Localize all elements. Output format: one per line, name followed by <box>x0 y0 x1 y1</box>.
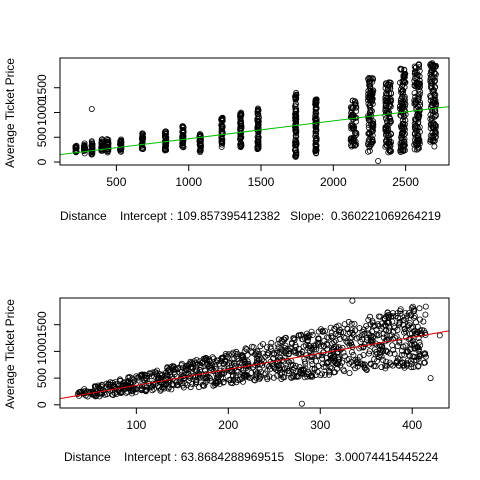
chart-1-points <box>73 61 439 164</box>
chart-2-x-tick-label: 300 <box>310 418 330 432</box>
chart-2-point <box>269 340 274 345</box>
chart-2-x-tick-label: 400 <box>402 418 422 432</box>
chart-1-x-axis: 500 1000 1500 2000 2500 <box>106 165 419 189</box>
chart-2-point <box>350 298 355 303</box>
chart-2-x-tick-label: 100 <box>126 418 146 432</box>
chart-2-point <box>423 312 428 317</box>
chart-2-point <box>413 320 418 325</box>
chart-1-y-tick-label: 1000 <box>35 99 49 126</box>
chart-1-caption: Distance Intercept : 109.857395412382 Sl… <box>60 209 441 223</box>
chart-1-point <box>366 149 371 154</box>
chart-1-x-tick-label: 2000 <box>320 175 347 189</box>
chart-1-point <box>432 144 437 149</box>
chart-2-caption: Distance Intercept : 63.8684288969515 Sl… <box>64 450 439 464</box>
chart-2-y-axis-title: Average Ticket Price <box>3 299 17 409</box>
chart-1: 500 1000 1500 2000 2500 050010001500 Average… <box>3 58 449 223</box>
chart-1-y-tick-label: 500 <box>35 127 49 147</box>
chart-2-point <box>150 388 155 393</box>
chart-1-x-tick-label: 2500 <box>392 175 419 189</box>
chart-2-point <box>417 306 422 311</box>
chart-1-y-tick-label: 0 <box>35 158 49 165</box>
chart-2-y-axis: 0 500 10001500 <box>35 311 60 408</box>
chart-2-point <box>390 343 395 348</box>
chart-2-point <box>347 371 352 376</box>
chart-2-y-tick-label: 1000 <box>35 338 49 365</box>
chart-1-point <box>376 158 381 163</box>
chart-1-x-tick-label: 1000 <box>175 175 202 189</box>
chart-1-x-tick-label: 1500 <box>248 175 275 189</box>
chart-2-x-axis: 100 200 300 400 <box>126 408 422 432</box>
chart-1-point <box>89 106 94 111</box>
chart-1-x-tick-label: 500 <box>106 175 126 189</box>
chart-2-y-tick-label: 500 <box>35 368 49 388</box>
chart-2: 100 200 300 400 0 500 10001500 Average Ticket… <box>3 298 449 464</box>
chart-2-point <box>310 332 315 337</box>
chart-2-point <box>423 304 428 309</box>
chart-2-y-tick-label: 0 <box>35 401 49 408</box>
chart-2-point <box>299 401 304 406</box>
chart-2-y-tick-label: 1500 <box>35 311 49 338</box>
chart-2-point <box>328 325 333 330</box>
chart-2-point <box>325 347 330 352</box>
chart-1-y-tick-label: 1500 <box>35 74 49 101</box>
chart-2-x-tick-label: 200 <box>218 418 238 432</box>
chart-1-y-axis: 0 50010001500 <box>35 74 60 165</box>
chart-1-y-axis-title: Average Ticket Price <box>3 58 17 168</box>
chart-2-point <box>380 357 385 362</box>
chart-2-point <box>367 314 372 319</box>
chart-2-point <box>437 333 442 338</box>
chart-2-point <box>428 376 433 381</box>
chart-2-points <box>75 298 442 406</box>
